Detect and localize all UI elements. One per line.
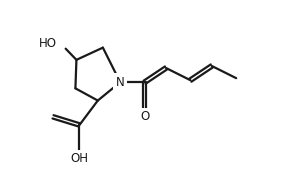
Text: N: N [116,76,124,89]
Text: OH: OH [70,152,88,165]
Text: O: O [140,110,149,123]
Text: HO: HO [39,37,57,50]
